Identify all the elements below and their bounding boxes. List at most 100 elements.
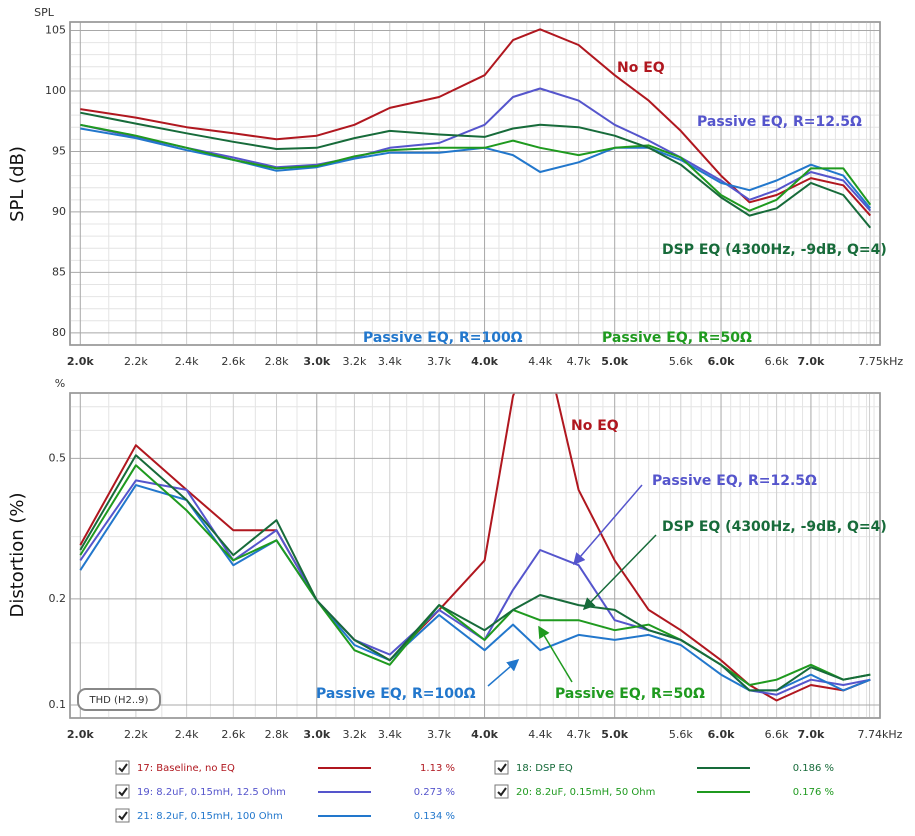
legend-label: 18: DSP EQ bbox=[516, 763, 573, 774]
arrow bbox=[582, 534, 657, 611]
y-tick-label: 95 bbox=[52, 144, 66, 157]
y-tick-label: 105 bbox=[45, 23, 66, 36]
x-tick-label: 3.4k bbox=[378, 355, 402, 368]
y-tick-label: 0.2 bbox=[49, 592, 67, 605]
y-tick-label: 0.1 bbox=[49, 698, 67, 711]
checkbox-check[interactable] bbox=[118, 787, 128, 797]
annotation: Passive EQ, R=100Ω bbox=[316, 686, 476, 702]
checkbox-box[interactable] bbox=[115, 808, 130, 823]
legend-label: 19: 8.2uF, 0.15mH, 12.5 Ohm bbox=[137, 787, 286, 798]
checkbox-check[interactable] bbox=[118, 763, 128, 773]
arrow bbox=[538, 625, 573, 683]
annotation: Passive EQ, R=100Ω bbox=[363, 330, 523, 346]
chart-layer: 2.0k 2.2k 2.4k 2.6k 2.8k 3.0k 3.2k 3.4k 3.7k 4.0k… bbox=[45, 21, 903, 741]
annotation: Passive EQ, R=12.5Ω bbox=[697, 114, 862, 130]
checkbox[interactable] bbox=[115, 808, 130, 823]
x-tick-label: 4.7k bbox=[567, 728, 591, 741]
x-tick-label: 7.74kHz bbox=[858, 728, 903, 741]
legend-value: 1.13 % bbox=[420, 763, 455, 774]
y-tick-label: 100 bbox=[45, 84, 66, 97]
y-tick-label: 90 bbox=[52, 205, 66, 218]
x-tick-label: 2.4k bbox=[175, 355, 199, 368]
y-unit: SPL bbox=[34, 6, 55, 19]
checkbox-box[interactable] bbox=[115, 784, 130, 799]
x-tick-label: 3.4k bbox=[378, 728, 402, 741]
x-tick-label: 2.6k bbox=[221, 355, 245, 368]
arrow bbox=[573, 484, 643, 566]
x-tick-label: 6.6k bbox=[765, 728, 789, 741]
y-tick-label: 85 bbox=[52, 265, 66, 278]
x-tick-label: 6.0k bbox=[708, 355, 735, 368]
checkbox-check[interactable] bbox=[118, 811, 128, 821]
checkbox[interactable] bbox=[494, 784, 509, 799]
x-tick-label: 2.0k bbox=[67, 728, 94, 741]
chart: 2.0k 2.2k 2.4k 2.6k 2.8k 3.0k 3.2k 3.4k 3.7k 4.0k… bbox=[49, 392, 903, 741]
x-tick-label: 6.0k bbox=[708, 728, 735, 741]
plot-frame bbox=[69, 392, 881, 719]
checkbox-box[interactable] bbox=[494, 784, 509, 799]
series-group bbox=[80, 28, 872, 229]
x-tick-label: 3.2k bbox=[342, 728, 366, 741]
x-tick-label: 2.0k bbox=[67, 355, 94, 368]
series-line bbox=[79, 479, 871, 696]
x-tick-label: 3.7k bbox=[427, 728, 451, 741]
measure-label: THD (H2..9) bbox=[89, 695, 149, 706]
x-tick-label: 5.6k bbox=[669, 728, 693, 741]
x-tick-label: 4.0k bbox=[471, 728, 498, 741]
series-line bbox=[80, 123, 872, 212]
x-tick-label: 3.0k bbox=[303, 728, 330, 741]
checkbox[interactable] bbox=[115, 760, 130, 775]
plot-border bbox=[69, 21, 881, 346]
annotation: DSP EQ (4300Hz, -9dB, Q=4) bbox=[662, 242, 887, 258]
x-tick-label: 2.4k bbox=[175, 728, 199, 741]
annotation: No EQ bbox=[617, 60, 665, 76]
legend-label: 21: 8.2uF, 0.15mH, 100 Ohm bbox=[137, 811, 283, 822]
x-tick-label: 2.2k bbox=[124, 355, 148, 368]
legend-label: 17: Baseline, no EQ bbox=[137, 763, 235, 774]
x-tick-label: 4.4k bbox=[528, 355, 552, 368]
series-line bbox=[80, 28, 872, 217]
y-tick-label: 0.5 bbox=[49, 451, 67, 464]
x-tick-label: 3.0k bbox=[303, 355, 330, 368]
series-line bbox=[79, 454, 871, 692]
legend-value: 0.273 % bbox=[414, 787, 455, 798]
series-line bbox=[80, 87, 872, 212]
x-tick-label: 4.7k bbox=[567, 355, 591, 368]
y-unit: % bbox=[55, 377, 65, 390]
x-tick-label: 4.0k bbox=[471, 355, 498, 368]
y-axis-title: Distortion (%) bbox=[7, 492, 28, 617]
annotation: DSP EQ (4300Hz, -9dB, Q=4) bbox=[662, 519, 887, 535]
x-tick-label: 7.0k bbox=[798, 355, 825, 368]
measure-box bbox=[77, 688, 161, 711]
chart: 2.0k 2.2k 2.4k 2.6k 2.8k 3.0k 3.2k 3.4k 3.7k 4.0k… bbox=[45, 21, 903, 368]
y-tick-label: 80 bbox=[52, 326, 66, 339]
legend-label: 20: 8.2uF, 0.15mH, 50 Ohm bbox=[516, 787, 655, 798]
checkbox[interactable] bbox=[115, 784, 130, 799]
checkbox[interactable] bbox=[494, 760, 509, 775]
series-line bbox=[80, 111, 872, 229]
annotation: Passive EQ, R=12.5Ω bbox=[652, 473, 817, 489]
legend-value: 0.176 % bbox=[793, 787, 834, 798]
x-tick-label: 5.0k bbox=[601, 355, 628, 368]
plot-border bbox=[69, 392, 881, 719]
annotation: No EQ bbox=[571, 418, 619, 434]
legend: 17: Baseline, no EQ 1.13 % 19: 8.2uF, 0.15… bbox=[115, 760, 834, 823]
x-tick-label: 2.2k bbox=[124, 728, 148, 741]
checkbox-check[interactable] bbox=[497, 787, 507, 797]
x-tick-label: 5.6k bbox=[669, 355, 693, 368]
x-tick-label: 6.6k bbox=[765, 355, 789, 368]
checkbox-check[interactable] bbox=[497, 763, 507, 773]
y-axis-title: SPL (dB) bbox=[7, 146, 28, 222]
x-tick-label: 7.75kHz bbox=[858, 355, 903, 368]
series-line bbox=[79, 464, 871, 686]
checkbox-box[interactable] bbox=[494, 760, 509, 775]
annotation: Passive EQ, R=50Ω bbox=[602, 330, 752, 346]
x-tick-label: 5.0k bbox=[601, 728, 628, 741]
x-tick-label: 2.8k bbox=[265, 728, 289, 741]
checkbox-box[interactable] bbox=[115, 760, 130, 775]
x-tick-label: 3.2k bbox=[342, 355, 366, 368]
x-tick-label: 4.4k bbox=[528, 728, 552, 741]
legend-value: 0.186 % bbox=[793, 763, 834, 774]
series-line bbox=[80, 127, 872, 209]
